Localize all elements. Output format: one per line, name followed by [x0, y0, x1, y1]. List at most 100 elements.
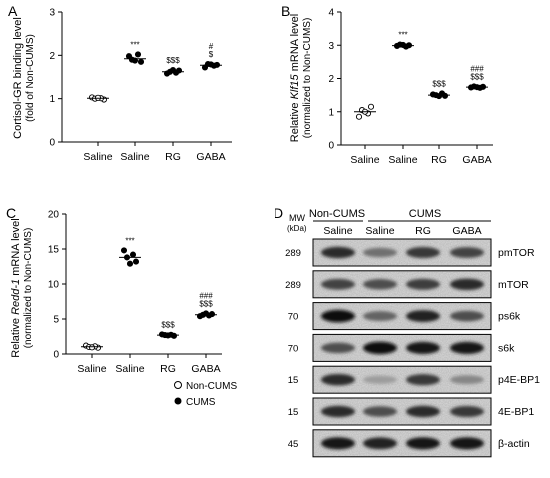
- blot-band: [363, 437, 397, 450]
- significance-marker: $: [209, 50, 214, 59]
- blot-band: [363, 406, 397, 417]
- blot-band: [450, 341, 484, 354]
- mw-value: 289: [285, 280, 301, 291]
- blot-band: [450, 375, 484, 385]
- panel-letter-b: B: [281, 3, 290, 19]
- significance-marker: $$$: [432, 79, 446, 88]
- blot-band: [450, 437, 484, 450]
- x-tick-label: RG: [431, 154, 447, 166]
- panel-letter-a: A: [8, 3, 18, 19]
- data-point: [355, 113, 363, 120]
- y-tick-label: 20: [48, 210, 60, 221]
- data-point: [126, 260, 134, 267]
- lane-labels: Saline Saline RG GABA: [323, 225, 481, 237]
- y-axis-label: Relative Redd-1 mRNA level: [10, 218, 22, 357]
- y-axis-label-pre: Relative: [289, 99, 301, 142]
- blot-band: [406, 278, 440, 290]
- blot-band: [450, 247, 484, 258]
- y-axis-label-post: mRNA level: [10, 218, 22, 279]
- x-tick-label: RG: [165, 151, 181, 163]
- y-tick-label: 3: [328, 41, 334, 52]
- y-axis-label-sub: (normalized to Non-CUMS): [23, 228, 34, 349]
- lane-label: RG: [415, 225, 431, 237]
- mw-value: 15: [288, 407, 299, 418]
- western-blot-panel-d: D MW (kDa) Non-CUMS CUMS Saline Saline RG G…: [275, 205, 540, 458]
- blot-band: [450, 405, 484, 418]
- y-axis-label-post: mRNA level: [289, 14, 301, 75]
- y-axis-label-gene: Klf15: [289, 73, 301, 99]
- blot-band: [363, 311, 397, 322]
- protein-label: s6k: [498, 342, 515, 354]
- significance-marker: $$$: [199, 299, 213, 308]
- x-tick-label: GABA: [191, 363, 220, 375]
- blot-band: [406, 405, 440, 418]
- significance-marker: #: [209, 42, 214, 51]
- legend-marker-non-cums: [174, 381, 182, 389]
- data-point: [435, 93, 443, 100]
- x-tick-label: GABA: [196, 151, 225, 163]
- significance-marker: ***: [125, 236, 134, 245]
- blot-band: [363, 375, 397, 384]
- y-axis-label-pre: Relative: [10, 315, 22, 358]
- data-point: [134, 51, 142, 58]
- significance-marker: ###: [199, 291, 213, 300]
- data-point: [399, 41, 407, 48]
- legend-marker-cums: [174, 397, 182, 405]
- x-tick-label: Saline: [77, 363, 106, 375]
- x-tick-label: Saline: [120, 151, 149, 163]
- protein-label: β-actin: [498, 438, 530, 450]
- protein-label: p4E-BP1: [498, 374, 540, 386]
- group-label-non-cums: Non-CUMS: [309, 208, 365, 220]
- protein-label: mTOR: [498, 279, 529, 291]
- mw-header: MW: [289, 213, 305, 223]
- blot-band: [321, 373, 355, 386]
- x-tick-label: Saline: [350, 154, 379, 166]
- mw-value: 70: [288, 312, 299, 323]
- data-point: [367, 103, 375, 110]
- blot-band: [450, 310, 484, 322]
- y-axis-label-sub: (normalized to Non-CUMS): [302, 18, 313, 139]
- y-axis-label-gene: Redd-1: [10, 279, 22, 315]
- y-tick-label: 0: [328, 141, 334, 152]
- data-point: [132, 258, 140, 265]
- chart-panel-a: A Cortisol-GR binding level (fold of Non…: [8, 3, 232, 163]
- y-tick-label: 10: [48, 280, 60, 291]
- blot-band: [321, 405, 355, 418]
- data-point: [137, 58, 145, 65]
- blot-band: [363, 341, 397, 355]
- lane-label: GABA: [452, 225, 481, 237]
- protein-label: 4E-BP1: [498, 406, 534, 418]
- lane-label: Saline: [365, 225, 394, 237]
- blot-band: [363, 279, 397, 290]
- y-tick-label: 5: [53, 315, 59, 326]
- blot-band: [363, 247, 397, 258]
- blot-rows: 289 pmTOR 289 mTOR 70 ps6k 70 s6k 15 p4E-BP1 15 4E-…: [285, 238, 540, 458]
- mw-value: 45: [288, 439, 299, 450]
- y-tick-label: 1: [49, 94, 55, 105]
- y-tick-label: 2: [49, 51, 55, 62]
- mw-value: 289: [285, 248, 301, 259]
- y-tick-label: 0: [49, 138, 55, 149]
- data-point: [120, 247, 128, 254]
- blot-band: [406, 246, 440, 259]
- protein-label: pmTOR: [498, 247, 535, 259]
- significance-marker: $$$: [166, 56, 180, 65]
- x-tick-label: RG: [160, 363, 176, 375]
- significance-marker: ***: [130, 40, 139, 49]
- blot-band: [406, 310, 440, 322]
- y-tick-label: 15: [48, 245, 60, 256]
- group-label-cums: CUMS: [409, 208, 441, 220]
- y-axis-label: Relative Klf15 mRNA level: [289, 14, 301, 142]
- mw-value: 15: [288, 375, 299, 386]
- significance-marker: ###: [470, 64, 484, 73]
- blot-band: [321, 278, 355, 290]
- mw-unit: (kDa): [287, 224, 307, 233]
- blot-band: [321, 342, 355, 354]
- y-tick-label: 2: [328, 74, 334, 85]
- blot-band: [406, 374, 440, 386]
- blot-band: [321, 309, 355, 323]
- chart-panel-c: C Relative Redd-1 mRNA level (normalized…: [6, 205, 222, 375]
- y-tick-label: 4: [328, 8, 334, 19]
- blot-band: [321, 246, 355, 259]
- legend-label-non-cums: Non-CUMS: [186, 381, 237, 392]
